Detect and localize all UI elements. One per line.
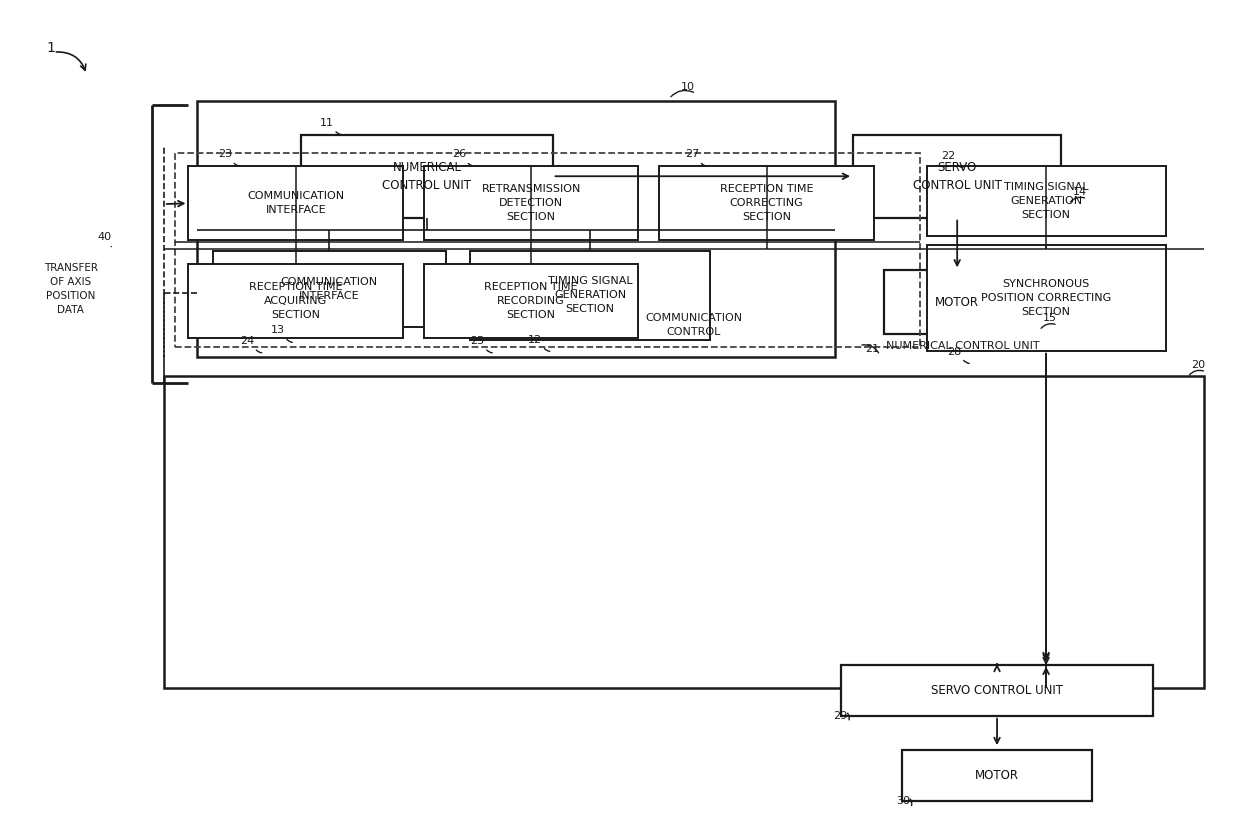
FancyBboxPatch shape	[660, 167, 874, 240]
Text: 14: 14	[1073, 187, 1086, 197]
FancyBboxPatch shape	[926, 245, 1166, 351]
Text: 28: 28	[947, 347, 962, 357]
Text: NUMERICAL
CONTROL UNIT: NUMERICAL CONTROL UNIT	[382, 161, 471, 192]
Text: TIMING SIGNAL
GENERATION
SECTION: TIMING SIGNAL GENERATION SECTION	[548, 276, 632, 314]
Text: 21: 21	[866, 344, 879, 354]
FancyBboxPatch shape	[884, 270, 1030, 334]
FancyBboxPatch shape	[164, 375, 1204, 688]
Text: 25: 25	[470, 336, 485, 346]
Text: MOTOR: MOTOR	[935, 296, 980, 309]
FancyBboxPatch shape	[841, 665, 1153, 716]
FancyBboxPatch shape	[424, 264, 639, 338]
FancyBboxPatch shape	[188, 264, 403, 338]
Text: 22: 22	[941, 151, 956, 161]
Text: RECEPTION TIME
ACQUIRING
SECTION: RECEPTION TIME ACQUIRING SECTION	[249, 282, 342, 320]
FancyBboxPatch shape	[424, 167, 639, 240]
Text: TRANSFER
OF AXIS
POSITION
DATA: TRANSFER OF AXIS POSITION DATA	[43, 263, 98, 315]
FancyBboxPatch shape	[926, 167, 1166, 236]
Text: NUMERICAL CONTROL UNIT: NUMERICAL CONTROL UNIT	[887, 340, 1039, 350]
FancyBboxPatch shape	[213, 252, 446, 327]
Text: 40: 40	[98, 232, 112, 242]
Text: 20: 20	[1192, 360, 1205, 370]
Text: SERVO
CONTROL UNIT: SERVO CONTROL UNIT	[913, 161, 1002, 192]
Text: 27: 27	[684, 149, 699, 159]
Text: 29: 29	[833, 711, 848, 721]
Text: 24: 24	[239, 336, 254, 346]
Text: SERVO CONTROL UNIT: SERVO CONTROL UNIT	[931, 684, 1063, 696]
Text: MOTOR: MOTOR	[975, 769, 1019, 781]
FancyBboxPatch shape	[901, 750, 1092, 801]
FancyBboxPatch shape	[301, 135, 553, 218]
Text: 23: 23	[218, 149, 232, 159]
Text: TIMING SIGNAL
GENERATION
SECTION: TIMING SIGNAL GENERATION SECTION	[1003, 183, 1089, 220]
Text: 30: 30	[895, 796, 910, 806]
Text: 12: 12	[528, 334, 542, 344]
Text: RECEPTION TIME
CORRECTING
SECTION: RECEPTION TIME CORRECTING SECTION	[719, 184, 813, 223]
FancyBboxPatch shape	[188, 167, 403, 240]
Text: RECEPTION TIME
RECORDING
SECTION: RECEPTION TIME RECORDING SECTION	[485, 282, 578, 320]
FancyBboxPatch shape	[853, 135, 1061, 218]
Text: SYNCHRONOUS
POSITION CORRECTING
SECTION: SYNCHRONOUS POSITION CORRECTING SECTION	[981, 279, 1111, 317]
Text: COMMUNICATION
CONTROL: COMMUNICATION CONTROL	[645, 314, 742, 337]
Text: COMMUNICATION
INTERFACE: COMMUNICATION INTERFACE	[247, 191, 345, 215]
Text: 13: 13	[270, 325, 284, 335]
Text: 26: 26	[453, 149, 466, 159]
Text: COMMUNICATION
INTERFACE: COMMUNICATION INTERFACE	[280, 277, 378, 301]
Text: 15: 15	[1043, 314, 1056, 324]
Text: 1: 1	[46, 41, 55, 55]
Text: 10: 10	[681, 82, 696, 92]
FancyBboxPatch shape	[470, 251, 709, 339]
FancyBboxPatch shape	[197, 101, 835, 357]
Text: RETRANSMISSION
DETECTION
SECTION: RETRANSMISSION DETECTION SECTION	[481, 184, 580, 223]
Text: 11: 11	[320, 118, 334, 128]
